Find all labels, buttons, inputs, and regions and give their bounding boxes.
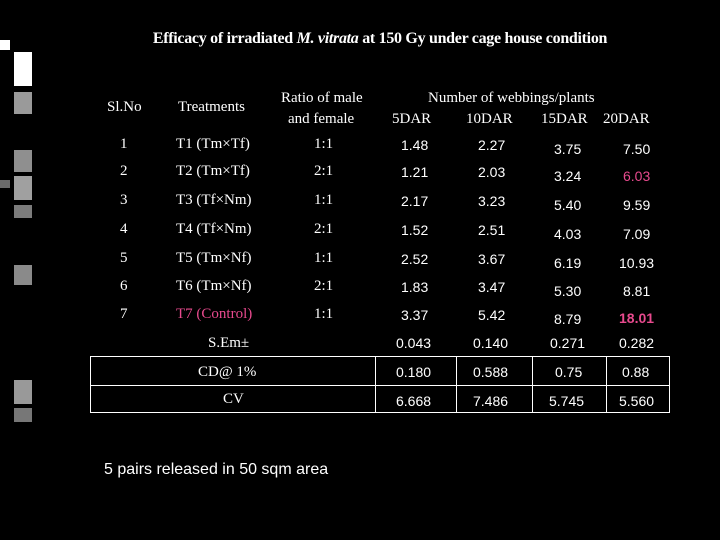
- row-treatment: T4 (Tf×Nm): [176, 221, 252, 237]
- slide-title: Efficacy of irradiated M. vitrata at 150…: [0, 30, 720, 48]
- title-species: M. vitrata: [296, 30, 359, 47]
- stats-20dar: 5.560: [619, 393, 655, 409]
- row-15dar: 5.40: [554, 197, 582, 213]
- row-5dar: 1.52: [401, 222, 429, 238]
- row-20dar: 7.50: [623, 141, 651, 157]
- row-20dar: 9.59: [623, 197, 651, 213]
- row-sl: 4: [120, 221, 128, 237]
- row-treatment: T6 (Tm×Nf): [176, 278, 252, 294]
- header-sl-no: Sl.No: [107, 99, 142, 115]
- row-ratio: 2:1: [314, 163, 334, 179]
- header-ratio-line2: and female: [288, 111, 355, 127]
- row-10dar: 2.03: [478, 164, 506, 180]
- title-suffix: at 150 Gy under cage house condition: [358, 30, 608, 47]
- row-20dar: 10.93: [619, 255, 655, 271]
- row-treatment: T5 (Tm×Nf): [176, 250, 252, 266]
- row-20dar: 18.01: [619, 310, 655, 326]
- decor-bar-grey: [14, 380, 32, 404]
- row-5dar: 1.21: [401, 164, 429, 180]
- decor-bar-grey: [0, 180, 10, 188]
- row-15dar: 3.24: [554, 168, 582, 184]
- row-5dar: 1.83: [401, 279, 429, 295]
- row-20dar: 6.03: [623, 168, 651, 184]
- row-treatment: T7 (Control): [176, 306, 253, 322]
- decor-bar-grey: [14, 176, 32, 200]
- row-ratio: 1:1: [314, 306, 334, 322]
- table-border-mid: [90, 385, 670, 386]
- table-border-top: [90, 356, 670, 357]
- row-5dar: 3.37: [401, 307, 429, 323]
- row-10dar: 2.27: [478, 137, 506, 153]
- row-sl: 6: [120, 278, 128, 294]
- stats-15dar: 0.75: [555, 364, 583, 380]
- row-10dar: 3.23: [478, 193, 506, 209]
- header-ratio-line1: Ratio of male: [281, 90, 363, 106]
- stats-5dar: 0.180: [396, 364, 432, 380]
- row-15dar: 4.03: [554, 226, 582, 242]
- stats-10dar: 0.588: [473, 364, 509, 380]
- stats-5dar: 6.668: [396, 393, 432, 409]
- row-5dar: 2.17: [401, 193, 429, 209]
- stats-15dar: 0.271: [550, 335, 586, 351]
- header-15dar: 15DAR: [541, 111, 588, 127]
- row-10dar: 5.42: [478, 307, 506, 323]
- row-ratio: 1:1: [314, 250, 334, 266]
- row-ratio: 2:1: [314, 278, 334, 294]
- decor-bar-white-large: [14, 52, 32, 86]
- row-ratio: 1:1: [314, 192, 334, 208]
- header-20dar: 20DAR: [603, 111, 650, 127]
- row-15dar: 3.75: [554, 141, 582, 157]
- table-border-left: [90, 356, 91, 413]
- stats-label: S.Em±: [208, 335, 250, 351]
- row-15dar: 5.30: [554, 283, 582, 299]
- stats-label: CV: [223, 391, 244, 407]
- header-5dar: 5DAR: [392, 111, 432, 127]
- table-border-bottom: [90, 412, 670, 413]
- stats-10dar: 7.486: [473, 393, 509, 409]
- row-20dar: 8.81: [623, 283, 651, 299]
- row-5dar: 2.52: [401, 251, 429, 267]
- title-prefix: Efficacy of irradiated: [152, 30, 297, 47]
- stats-15dar: 5.745: [549, 393, 585, 409]
- row-ratio: 1:1: [314, 136, 334, 152]
- decor-bar-grey: [14, 408, 32, 422]
- footnote: 5 pairs released in 50 sqm area: [104, 461, 329, 478]
- decor-bar-grey: [14, 265, 32, 285]
- row-10dar: 2.51: [478, 222, 506, 238]
- row-sl: 2: [120, 163, 128, 179]
- row-5dar: 1.48: [401, 137, 429, 153]
- row-10dar: 3.47: [478, 279, 506, 295]
- row-10dar: 3.67: [478, 251, 506, 267]
- row-15dar: 8.79: [554, 311, 582, 327]
- row-sl: 5: [120, 250, 128, 266]
- decor-bar-grey: [14, 150, 32, 172]
- table-border-divider: [456, 356, 457, 413]
- header-treatments: Treatments: [178, 99, 245, 115]
- row-15dar: 6.19: [554, 255, 582, 271]
- row-treatment: T2 (Tm×Tf): [176, 163, 250, 179]
- row-20dar: 7.09: [623, 226, 651, 242]
- row-sl: 1: [120, 136, 128, 152]
- decor-bar-grey: [14, 92, 32, 114]
- decor-bar-white: [0, 40, 10, 50]
- header-webbings: Number of webbings/plants: [428, 90, 595, 106]
- stats-10dar: 0.140: [473, 335, 509, 351]
- table-border-right: [669, 356, 670, 413]
- row-sl: 3: [120, 192, 128, 208]
- header-10dar: 10DAR: [466, 111, 513, 127]
- stats-5dar: 0.043: [396, 335, 432, 351]
- table-border-divider: [532, 356, 533, 413]
- row-sl: 7: [120, 306, 128, 322]
- row-treatment: T3 (Tf×Nm): [176, 192, 252, 208]
- stats-label: CD@ 1%: [198, 364, 257, 380]
- stats-20dar: 0.88: [622, 364, 650, 380]
- table-border-divider: [375, 356, 376, 413]
- row-ratio: 2:1: [314, 221, 334, 237]
- stats-20dar: 0.282: [619, 335, 655, 351]
- table-border-divider: [606, 356, 607, 413]
- row-treatment: T1 (Tm×Tf): [176, 136, 250, 152]
- decor-bar-grey: [14, 205, 32, 218]
